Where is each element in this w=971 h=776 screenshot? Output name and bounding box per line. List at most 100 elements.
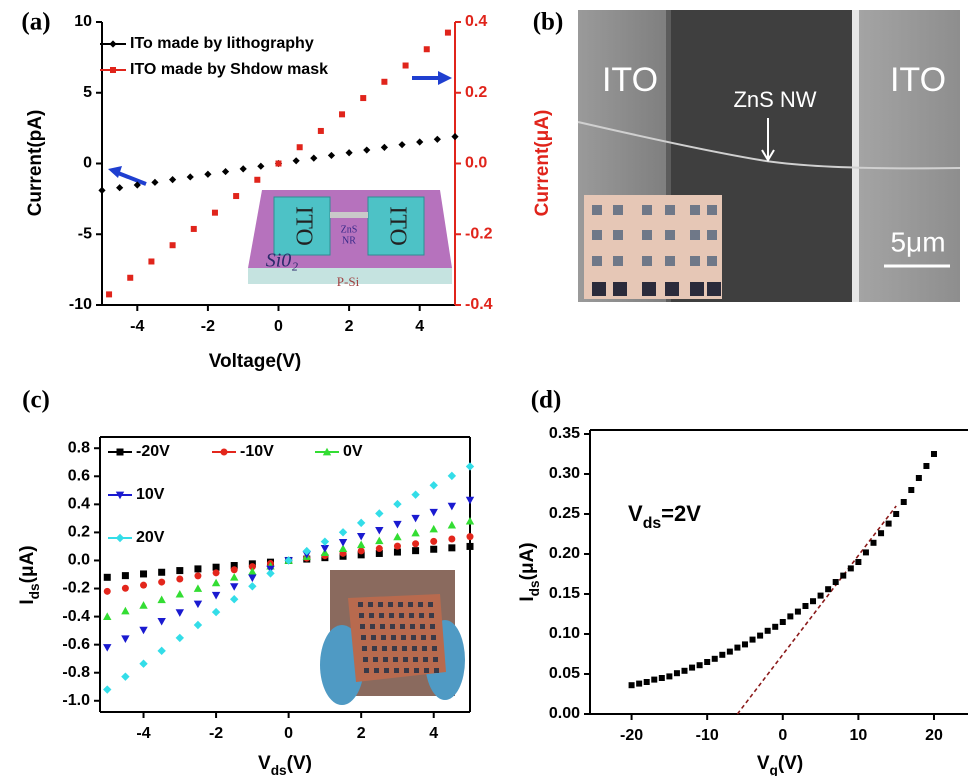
marker xyxy=(393,521,401,529)
device xyxy=(421,635,426,640)
marker xyxy=(233,193,239,199)
marker xyxy=(689,665,695,671)
photo-inset xyxy=(320,570,465,705)
marker xyxy=(103,644,111,652)
legend-label: 0V xyxy=(343,443,363,460)
marker xyxy=(412,540,419,547)
marker xyxy=(257,163,264,170)
marker xyxy=(734,645,740,651)
marker xyxy=(109,40,116,47)
device xyxy=(428,602,433,607)
y-tick-label: 0.6 xyxy=(68,468,90,485)
marker xyxy=(636,681,642,687)
marker xyxy=(466,497,474,505)
marker xyxy=(104,588,111,595)
chip xyxy=(592,256,602,266)
marker xyxy=(430,546,437,553)
chip xyxy=(642,256,652,266)
label-part: ds xyxy=(271,763,287,776)
marker xyxy=(117,449,124,456)
marker xyxy=(310,155,317,162)
marker xyxy=(430,509,438,517)
marker xyxy=(303,547,311,555)
marker xyxy=(375,527,383,535)
label-part: ds xyxy=(527,580,542,596)
device xyxy=(368,602,373,607)
marker xyxy=(127,275,133,281)
device xyxy=(403,657,408,662)
device xyxy=(360,624,365,629)
marker xyxy=(230,583,238,591)
device xyxy=(401,635,406,640)
y-tick-label: 0 xyxy=(83,155,92,172)
marker xyxy=(231,566,238,573)
device xyxy=(402,646,407,651)
device xyxy=(371,635,376,640)
axis-label: Ids(μA) xyxy=(17,545,42,604)
x-tick-label: 0 xyxy=(274,318,283,335)
marker xyxy=(772,624,778,630)
marker xyxy=(121,672,129,680)
marker xyxy=(110,67,116,73)
marker xyxy=(712,656,718,662)
marker xyxy=(176,567,183,574)
label: Si0₂ xyxy=(266,250,299,272)
marker xyxy=(394,543,401,550)
marker xyxy=(346,149,353,156)
legend-label: ITO made by Shdow mask xyxy=(130,61,328,78)
x-tick-label: -2 xyxy=(201,318,215,335)
x-tick-label: 0 xyxy=(778,727,787,744)
marker xyxy=(757,633,763,639)
marker xyxy=(339,111,345,117)
chip xyxy=(690,282,704,296)
y2-tick-label: -0.4 xyxy=(465,296,493,313)
device xyxy=(369,613,374,618)
marker xyxy=(194,584,202,592)
marker xyxy=(191,226,197,232)
label-part: V xyxy=(258,753,271,774)
panel-label: (a) xyxy=(21,9,50,36)
marker xyxy=(381,79,387,85)
device xyxy=(422,646,427,651)
marker xyxy=(381,144,388,151)
marker xyxy=(248,575,256,583)
x-tick-label: -4 xyxy=(130,318,144,335)
marker xyxy=(321,537,329,545)
chip xyxy=(665,205,675,215)
label: P-Si xyxy=(337,274,360,289)
label: ITO xyxy=(602,61,658,99)
device xyxy=(431,635,436,640)
marker xyxy=(121,607,129,615)
chip xyxy=(707,205,717,215)
annotation: Vds=2V xyxy=(628,501,701,532)
marker xyxy=(363,146,370,153)
marker xyxy=(169,176,176,183)
label-part: ds xyxy=(27,583,42,599)
marker xyxy=(140,582,147,589)
marker xyxy=(802,603,808,609)
marker xyxy=(222,168,229,175)
y-tick-label: -10 xyxy=(69,296,92,313)
marker xyxy=(666,673,672,679)
label: ITO xyxy=(384,206,410,246)
x-tick-label: 2 xyxy=(345,318,354,335)
marker xyxy=(321,545,329,553)
x-tick-label: -2 xyxy=(209,725,223,742)
y-tick-label: 0.30 xyxy=(549,465,580,482)
marker xyxy=(212,579,220,587)
y-tick-label: 0.00 xyxy=(549,705,580,722)
marker xyxy=(148,258,154,264)
chip xyxy=(613,230,623,240)
label-part: =2V xyxy=(661,501,701,526)
label-part: ds xyxy=(643,515,662,532)
device-inset: ITO ITO ZnS NR Si0₂ P-Si xyxy=(248,190,452,289)
chip xyxy=(642,205,652,215)
axis-label: Voltage(V) xyxy=(209,351,302,372)
y-tick-label: 0.10 xyxy=(549,625,580,642)
marker xyxy=(825,586,831,592)
marker xyxy=(727,649,733,655)
label: ZnS xyxy=(341,224,358,235)
y-tick-label: -0.4 xyxy=(62,608,90,625)
marker xyxy=(376,545,383,552)
device xyxy=(391,635,396,640)
